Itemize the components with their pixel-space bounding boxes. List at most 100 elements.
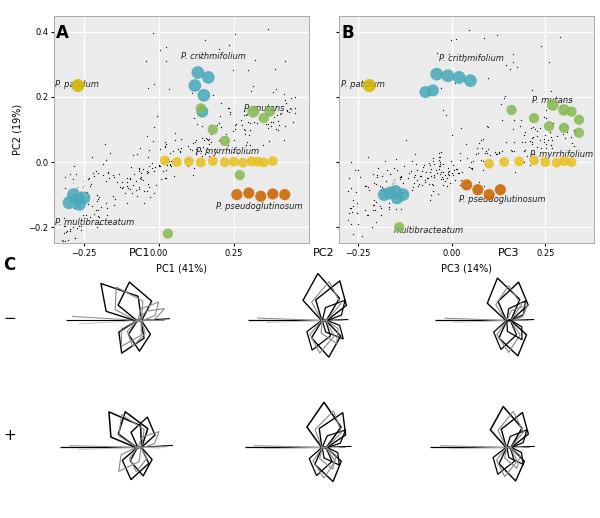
Point — [61, 193, 71, 202]
Point — [248, 81, 258, 90]
Point — [385, 170, 395, 178]
Point — [438, 175, 448, 183]
Point — [58, 237, 68, 245]
Point — [380, 189, 390, 197]
Point — [424, 159, 434, 167]
Point — [412, 176, 422, 184]
Point — [482, 147, 491, 155]
Point — [205, 121, 215, 129]
Point — [197, 107, 207, 116]
Point — [91, 206, 101, 214]
Point — [223, 136, 233, 144]
Point — [478, 135, 488, 143]
Point — [529, 123, 538, 131]
Point — [507, 106, 517, 114]
Point — [274, 117, 283, 125]
Point — [473, 149, 482, 157]
Point — [160, 156, 170, 165]
Point — [566, 96, 576, 105]
Text: P. patulum: P. patulum — [55, 80, 98, 90]
Point — [346, 204, 355, 212]
Point — [454, 169, 464, 178]
Point — [515, 122, 525, 131]
Point — [154, 161, 164, 169]
Point — [239, 111, 249, 119]
Point — [411, 160, 421, 168]
Point — [389, 192, 398, 200]
Point — [161, 174, 170, 182]
Point — [448, 161, 458, 169]
Point — [388, 186, 398, 195]
Point — [232, 191, 242, 199]
Point — [127, 189, 137, 197]
Point — [574, 128, 584, 137]
Point — [397, 188, 407, 196]
Point — [250, 109, 259, 117]
Point — [142, 187, 152, 195]
Point — [149, 80, 159, 88]
Point — [244, 131, 254, 139]
Point — [60, 184, 70, 192]
Point — [368, 205, 378, 213]
Point — [421, 168, 431, 176]
Point — [117, 184, 127, 193]
Point — [142, 132, 151, 140]
Point — [510, 167, 520, 176]
Point — [101, 198, 111, 207]
Point — [190, 113, 199, 122]
Point — [161, 155, 171, 163]
Point — [109, 200, 119, 209]
Point — [98, 171, 108, 180]
Point — [546, 133, 556, 141]
Point — [62, 227, 72, 235]
Point — [430, 171, 439, 179]
Point — [83, 200, 93, 208]
Point — [570, 129, 580, 137]
Point — [385, 205, 394, 213]
Point — [220, 158, 230, 166]
Point — [508, 58, 517, 66]
Point — [280, 56, 290, 65]
Point — [437, 175, 446, 183]
Point — [398, 179, 407, 187]
Point — [360, 182, 370, 191]
Point — [440, 177, 450, 185]
Point — [397, 172, 406, 181]
Point — [264, 109, 274, 118]
Point — [443, 168, 452, 176]
Point — [109, 171, 118, 180]
Point — [568, 139, 577, 148]
Point — [497, 116, 506, 124]
Point — [348, 230, 358, 238]
Point — [484, 123, 493, 131]
Point — [256, 192, 266, 200]
Point — [191, 150, 200, 159]
Point — [352, 188, 361, 196]
Point — [429, 172, 439, 181]
Point — [536, 42, 546, 50]
Point — [200, 150, 210, 159]
Point — [158, 167, 167, 175]
Point — [163, 229, 173, 238]
Point — [394, 223, 404, 232]
Point — [190, 138, 200, 146]
Point — [460, 76, 469, 84]
Point — [206, 130, 216, 138]
Point — [70, 203, 80, 211]
Point — [94, 195, 103, 204]
Point — [373, 174, 382, 182]
Point — [347, 208, 356, 216]
Point — [479, 157, 488, 165]
Point — [137, 175, 146, 183]
Point — [76, 194, 85, 202]
Point — [391, 176, 400, 184]
Point — [218, 154, 227, 163]
Point — [224, 146, 234, 154]
Point — [79, 181, 88, 190]
Point — [279, 136, 289, 145]
Text: P. myrrhifolium: P. myrrhifolium — [530, 150, 593, 159]
Point — [385, 189, 395, 197]
Point — [185, 145, 195, 153]
Point — [423, 174, 433, 182]
Point — [415, 179, 424, 188]
